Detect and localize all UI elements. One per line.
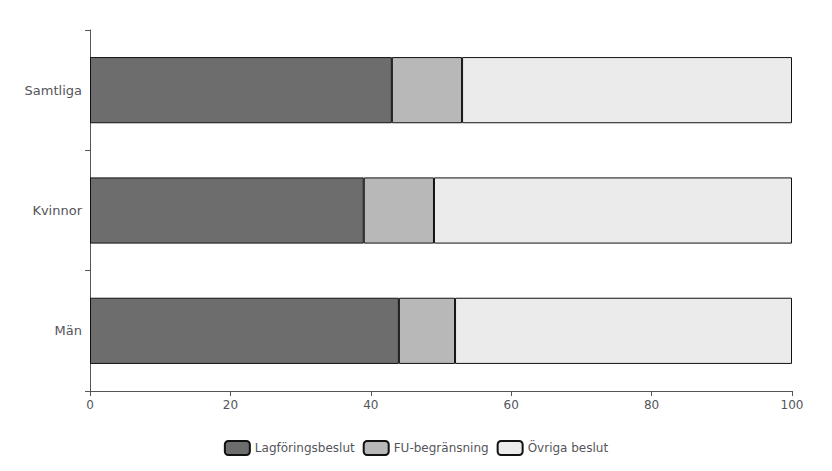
svg-text:40: 40 [363, 398, 378, 412]
svg-text:Samtliga: Samtliga [25, 83, 82, 98]
svg-text:80: 80 [644, 398, 659, 412]
svg-text:0: 0 [86, 398, 94, 412]
svg-text:60: 60 [504, 398, 519, 412]
svg-text:Lagföringsbeslut: Lagföringsbeslut [255, 441, 355, 455]
svg-text:Kvinnor: Kvinnor [32, 203, 82, 218]
svg-text:Övriga beslut: Övriga beslut [528, 439, 609, 455]
svg-text:100: 100 [781, 398, 804, 412]
svg-text:Män: Män [55, 323, 82, 338]
svg-text:FU-begränsning: FU-begränsning [394, 441, 489, 455]
svg-text:20: 20 [223, 398, 238, 412]
